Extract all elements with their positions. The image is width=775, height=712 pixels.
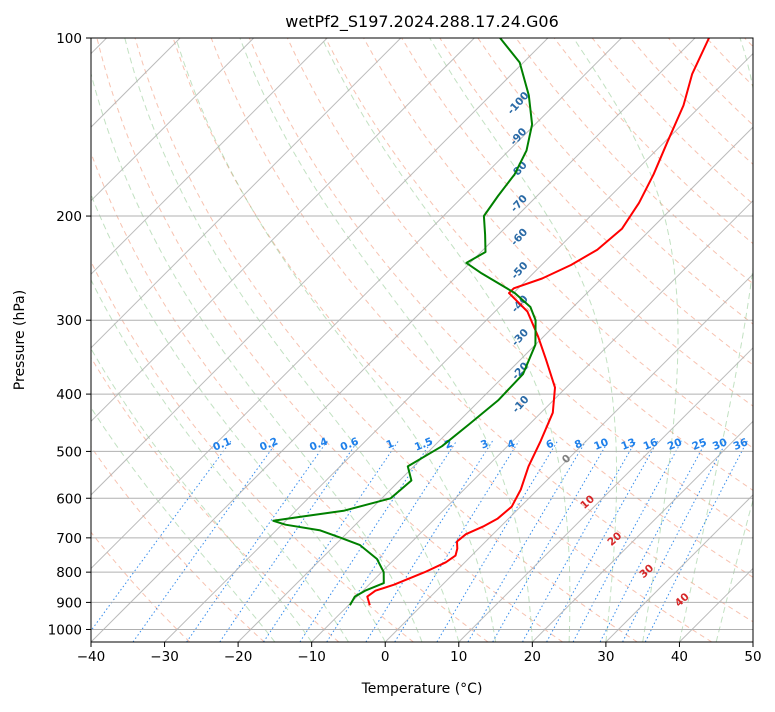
- dry-adiabat-line: [59, 38, 488, 642]
- isotherm-line: [0, 38, 548, 642]
- x-tick-label: 0: [381, 649, 390, 665]
- moist-adiabat-line: [574, 38, 679, 642]
- isotherm-line: [91, 38, 695, 642]
- dry-adiabat-line: [668, 38, 775, 642]
- y-tick-label: 500: [56, 444, 82, 460]
- moist-adiabat-line: [125, 38, 459, 642]
- x-axis-label: Temperature (°C): [361, 681, 483, 697]
- moist-adiabat-label: 20: [605, 530, 624, 549]
- x-tick-label: 10: [450, 649, 467, 665]
- isotherm-line: [238, 38, 775, 642]
- moist-adiabat-line: [0, 38, 312, 642]
- moist-adiabat-label: 40: [673, 591, 692, 610]
- dry-adiabat-line: [0, 38, 339, 642]
- dry-adiabat-line: [21, 38, 414, 642]
- chart-title: wetPf2_S197.2024.288.17.24.G06: [285, 12, 559, 32]
- x-tick-label: 20: [524, 649, 541, 665]
- y-tick-label: 400: [56, 387, 82, 403]
- x-tick-label: 50: [744, 649, 761, 665]
- mixing-ratio-line: [83, 441, 231, 642]
- dry-adiabat-line: [516, 38, 775, 642]
- y-tick-label: 700: [56, 531, 82, 547]
- y-tick-label: 1000: [48, 622, 82, 638]
- mixing-ratio-line: [645, 441, 747, 642]
- dry-adiabat-line: [745, 38, 775, 642]
- isotherm-line: [753, 38, 775, 642]
- moist-adiabat-line: [0, 38, 275, 642]
- x-tick-label: −20: [224, 649, 253, 665]
- mixing-ratio-label: 4: [506, 438, 517, 452]
- x-tick-label: −40: [77, 649, 106, 665]
- mixing-ratio-line: [366, 441, 493, 642]
- mixing-ratio-label: 1: [384, 438, 395, 452]
- y-tick-label: 100: [56, 31, 82, 47]
- isotherm-line: [0, 38, 254, 642]
- x-tick-label: −10: [297, 649, 326, 665]
- y-tick-label: 900: [56, 595, 82, 611]
- isotherm-line: [679, 38, 775, 642]
- moist-adiabat-line: [176, 38, 496, 642]
- moist-adiabat-label: 10: [578, 493, 597, 512]
- mixing-ratio-line: [187, 441, 328, 642]
- moist-adiabat-line: [716, 38, 775, 642]
- moist-adiabat-line: [679, 38, 760, 642]
- plot-frame: [91, 38, 753, 642]
- dry-adiabat-line: [592, 38, 775, 642]
- y-tick-label: 800: [56, 565, 82, 581]
- dry-adiabat-line: [707, 38, 775, 642]
- mixing-ratio-line: [623, 441, 727, 642]
- moist-adiabat-line: [17, 38, 349, 642]
- y-tick-label: 300: [56, 313, 82, 329]
- mixing-ratio-label: 13: [619, 436, 637, 453]
- x-tick-label: 30: [597, 649, 614, 665]
- y-axis-label: Pressure (hPa): [12, 290, 28, 390]
- moist-adiabat-line: [47, 38, 385, 642]
- dry-adiabat-label: -70: [508, 193, 530, 215]
- mixing-ratio-line: [493, 441, 609, 642]
- dry-adiabat-label: -90: [508, 126, 530, 148]
- mixing-ratio-label: 25: [690, 436, 708, 453]
- isotherm-line: [385, 38, 775, 642]
- mixing-ratio-label: 30: [711, 436, 729, 453]
- moist-adiabat-label: 0: [560, 452, 573, 466]
- moist-adiabat-line: [83, 38, 422, 642]
- dry-adiabat-line: [0, 38, 264, 642]
- dry-adiabat-label: -60: [509, 226, 531, 248]
- dry-adiabat-line: [554, 38, 775, 642]
- isotherm-line: [312, 38, 775, 642]
- x-tick-label: 40: [671, 649, 688, 665]
- mixing-ratio-line: [264, 441, 399, 642]
- mixing-ratio-label: 16: [642, 436, 660, 453]
- y-tick-label: 600: [56, 491, 82, 507]
- mixing-ratio-line: [220, 441, 358, 642]
- mixing-ratio-label: 36: [732, 436, 750, 453]
- isotherm-line: [0, 38, 401, 642]
- mixing-ratio-label: 10: [592, 436, 610, 453]
- dry-adiabat-line: [0, 38, 190, 642]
- dry-adiabat-line: [173, 38, 712, 642]
- mixing-ratio-label: 3: [479, 438, 490, 452]
- y-tick-label: 200: [56, 209, 82, 225]
- isotherm-line: [459, 38, 775, 642]
- mixing-ratio-line: [133, 441, 278, 642]
- x-tick-label: −30: [150, 649, 179, 665]
